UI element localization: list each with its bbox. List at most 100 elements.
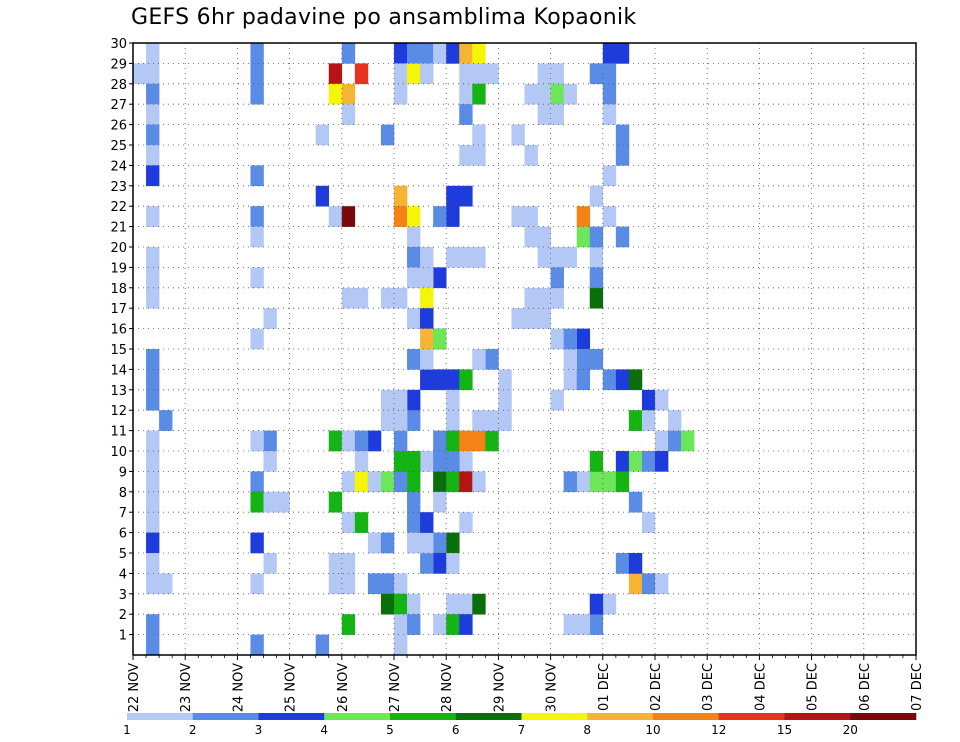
heatmap-cell — [407, 512, 421, 533]
heatmap-cell — [146, 491, 160, 513]
y-tick-label: 29 — [110, 57, 127, 72]
heatmap-cell — [133, 63, 147, 85]
heatmap-cell — [250, 43, 264, 64]
y-tick-label: 17 — [110, 302, 127, 317]
heatmap-cell — [159, 410, 173, 431]
heatmap-cell — [537, 104, 551, 125]
heatmap-cell — [420, 451, 434, 472]
heatmap-cell — [250, 206, 264, 227]
heatmap-cell — [524, 206, 538, 227]
heatmap-cell — [394, 614, 408, 635]
legend-swatch — [587, 713, 654, 720]
heatmap-cell — [354, 287, 369, 309]
heatmap-cell — [146, 553, 160, 574]
heatmap-cell — [407, 389, 421, 411]
heatmap-cell — [146, 145, 160, 166]
heatmap-cell — [589, 247, 604, 268]
heatmap-cell — [420, 369, 434, 391]
heatmap-cell — [380, 573, 395, 595]
heatmap-cell — [420, 63, 434, 85]
heatmap-cell — [250, 63, 264, 85]
heatmap-cell — [433, 267, 447, 289]
heatmap-cell — [433, 43, 447, 64]
x-tick-label: 29 NOV — [492, 663, 507, 712]
heatmap-cell — [472, 43, 486, 64]
legend-swatch — [127, 713, 194, 720]
x-tick-label: 27 NOV — [388, 663, 403, 712]
heatmap-cell — [563, 247, 577, 268]
y-tick-label: 20 — [110, 241, 127, 256]
heatmap-cell — [628, 451, 643, 472]
heatmap-cell — [433, 328, 447, 350]
heatmap-cell — [615, 124, 630, 146]
heatmap-cell — [420, 43, 434, 64]
legend-swatch — [324, 713, 391, 720]
heatmap-cell — [146, 471, 160, 493]
heatmap-cell — [407, 532, 421, 554]
y-tick-label: 23 — [110, 180, 127, 195]
y-tick-label: 5 — [119, 547, 127, 562]
y-tick-label: 18 — [110, 282, 127, 297]
heatmap-cell — [420, 267, 434, 289]
heatmap-cell — [354, 451, 369, 472]
heatmap-cell — [433, 614, 447, 635]
heatmap-cell — [146, 287, 160, 309]
legend-label: 15 — [777, 723, 792, 737]
heatmap-cell — [615, 43, 630, 64]
heatmap-cell — [446, 430, 460, 452]
legend-swatch — [784, 713, 851, 720]
heatmap-cell — [537, 247, 551, 268]
x-tick-label: 25 NOV — [284, 663, 299, 712]
heatmap-cell — [394, 410, 408, 431]
heatmap-cell — [655, 573, 669, 595]
heatmap-cell — [250, 328, 264, 350]
x-tick-label: 03 DEC — [701, 663, 716, 711]
heatmap-cell — [472, 410, 486, 431]
heatmap-cell — [394, 573, 408, 595]
legend-label: 3 — [255, 723, 263, 737]
heatmap-cell — [550, 287, 564, 309]
y-tick-label: 25 — [110, 139, 127, 154]
heatmap-cell — [498, 410, 512, 431]
heatmap-cell — [615, 369, 630, 391]
heatmap-cell — [250, 165, 264, 187]
heatmap-cell — [354, 512, 369, 533]
heatmap-cell — [576, 328, 591, 350]
heatmap-cell — [394, 389, 408, 411]
legend-label: 2 — [189, 723, 197, 737]
heatmap-cell — [367, 471, 382, 493]
y-tick-label: 26 — [110, 119, 127, 134]
heatmap-cell — [602, 63, 617, 85]
y-tick-label: 16 — [110, 323, 127, 338]
heatmap-cell — [354, 63, 369, 85]
heatmap-cell — [472, 63, 486, 85]
heatmap-cell — [433, 430, 447, 452]
heatmap-cell — [446, 43, 460, 64]
heatmap-cell — [655, 430, 669, 452]
heatmap-cell — [550, 104, 564, 125]
heatmap-cell — [341, 43, 356, 64]
heatmap-cell — [146, 573, 160, 595]
heatmap-cell — [589, 349, 604, 370]
heatmap-cell — [485, 410, 499, 431]
heatmap-cell — [459, 512, 473, 533]
heatmap-cell — [263, 308, 277, 329]
heatmap-cell — [589, 226, 604, 248]
heatmap-cell — [498, 369, 512, 391]
heatmap-cell — [146, 634, 160, 656]
heatmap-cell — [576, 471, 591, 493]
y-tick-label: 24 — [110, 159, 127, 174]
heatmap-cell — [250, 634, 264, 656]
heatmap-cell — [146, 206, 160, 227]
heatmap-cell — [576, 206, 591, 227]
heatmap-cell — [146, 349, 160, 370]
heatmap-cell — [367, 532, 382, 554]
heatmap-cell — [628, 491, 643, 513]
heatmap-cell — [485, 349, 499, 370]
heatmap-cell — [420, 308, 434, 329]
heatmap-cell — [315, 185, 330, 207]
heatmap-cell — [394, 471, 408, 493]
heatmap-cell — [641, 389, 656, 411]
heatmap-cell — [433, 532, 447, 554]
